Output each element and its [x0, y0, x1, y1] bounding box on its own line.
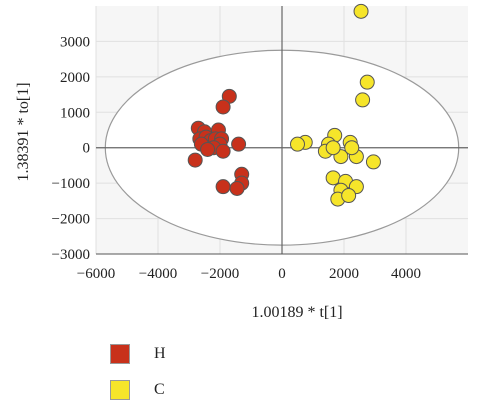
legend-label: H — [154, 345, 166, 362]
x-tick-label: −6000 — [77, 266, 115, 282]
y-tick-label: 1000 — [60, 105, 90, 121]
y-tick-label: −1000 — [52, 176, 90, 192]
x-tick-label: −4000 — [139, 266, 177, 282]
data-point-c — [341, 188, 357, 204]
legend-swatch — [110, 380, 130, 400]
y-tick-labels: 3000 2000 1000 0 −1000 −2000 −3000 — [52, 34, 90, 263]
x-axis-title: 1.00189 * t[1] — [251, 304, 342, 321]
legend-item-h: H — [110, 344, 166, 364]
x-tick-label: 4000 — [391, 266, 421, 282]
legend-label: C — [154, 381, 165, 398]
data-point-c — [353, 3, 369, 19]
legend-item-c: C — [110, 380, 165, 400]
data-point-c — [365, 154, 381, 170]
data-point-h — [215, 143, 231, 159]
data-point-h — [231, 136, 247, 152]
x-tick-labels: −6000 −4000 −2000 0 2000 4000 — [77, 266, 421, 282]
data-point-c — [325, 170, 341, 186]
data-point-c — [344, 140, 360, 156]
data-point-h — [229, 180, 245, 196]
data-point-c — [325, 140, 341, 156]
y-tick-label: −3000 — [52, 247, 90, 263]
y-tick-label: 0 — [83, 141, 91, 157]
data-point-c — [290, 136, 305, 152]
y-tick-label: 2000 — [60, 70, 90, 86]
scatter-chart: −6000 −4000 −2000 0 2000 4000 3000 2000 1000 0 −1… — [15, 3, 468, 321]
y-axis-title: 1.38391 * to[1] — [15, 82, 32, 181]
data-point-h — [215, 99, 231, 115]
data-point-h — [187, 152, 203, 168]
y-tick-label: 3000 — [60, 34, 90, 50]
data-point-c — [359, 74, 375, 90]
data-points — [187, 3, 381, 207]
x-tick-label: 0 — [278, 266, 286, 282]
x-tick-label: 2000 — [329, 266, 359, 282]
data-point-c — [355, 92, 371, 108]
y-tick-label: −2000 — [52, 212, 90, 228]
data-point-h — [215, 179, 231, 195]
x-tick-label: −2000 — [201, 266, 239, 282]
zero-lines — [96, 6, 468, 254]
data-point-h — [200, 141, 216, 157]
legend-swatch — [110, 344, 130, 364]
